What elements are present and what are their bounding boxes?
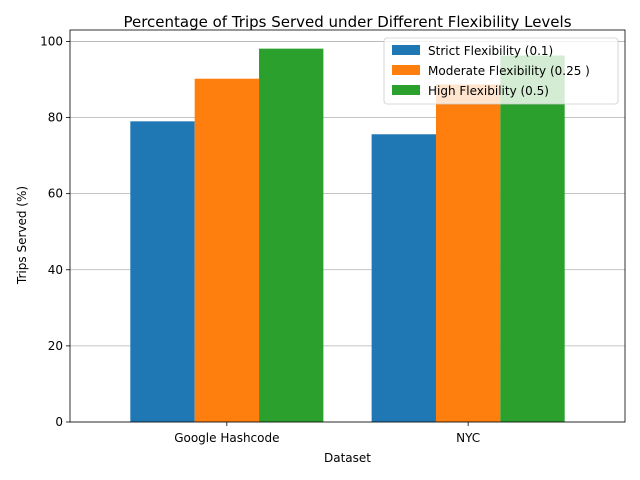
bar [130,121,195,422]
y-tick-label: 100 [40,34,63,48]
legend-entry: Strict Flexibility (0.1) [428,44,553,58]
legend-swatch [392,85,420,95]
chart-title: Percentage of Trips Served under Differe… [123,13,571,31]
axes-frame [69,29,626,423]
bar [435,84,501,422]
legend-entry: Moderate Flexibility (0.25 ) [428,64,590,78]
y-axis-ticks: 0 20 40 60 80 100 [40,34,70,429]
bars [130,48,565,423]
axes [69,29,626,423]
bar [371,134,436,423]
legend-swatch [392,45,420,55]
y-tick-label: 20 [48,339,63,353]
bar [500,55,565,423]
x-tick-label: NYC [456,431,480,445]
y-tick-label: 60 [48,187,63,201]
y-tick-label: 0 [55,415,63,429]
legend: Strict Flexibility (0.1) Moderate Flexibi… [383,37,619,105]
legend-box [383,37,619,105]
y-tick-label: 80 [48,111,63,125]
legend-entry: High Flexibility (0.5) [428,84,549,98]
x-axis-ticks: Google Hashcode NYC [174,422,480,445]
y-tick-label: 40 [48,263,63,277]
bar [259,48,324,422]
bar [194,78,260,422]
y-axis-label: Trips Served (%) [15,186,29,285]
x-tick-label: Google Hashcode [174,431,279,445]
legend-swatch [392,65,420,75]
x-axis-label: Dataset [324,451,371,465]
